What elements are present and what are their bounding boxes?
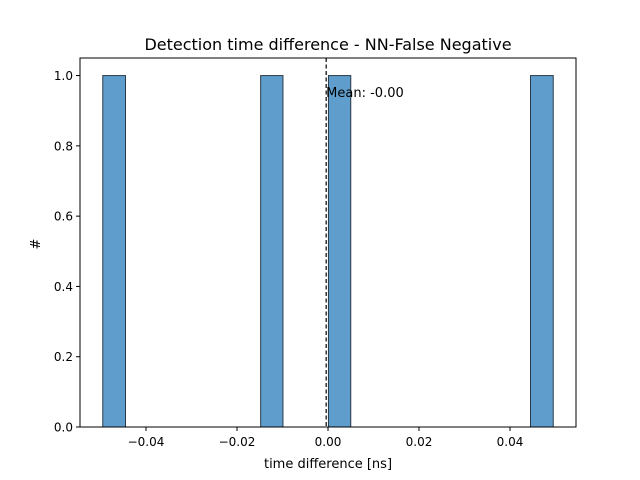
x-tick-label: 0.00	[315, 435, 342, 449]
histogram-bar	[529, 75, 554, 428]
x-axis: −0.04 −0.02 0.00 0.02 0.04	[128, 427, 524, 449]
chart-title: Detection time difference - NN-False Neg…	[144, 35, 511, 54]
mean-annotation: Mean: -0.00	[326, 86, 404, 101]
y-tick-label: 0.2	[54, 350, 73, 364]
y-tick-label: 0.6	[54, 210, 73, 224]
x-tick-label: 0.02	[406, 435, 433, 449]
x-tick-label: 0.04	[497, 435, 524, 449]
y-tick-label: 0.8	[54, 139, 73, 153]
y-axis: 0.0 0.2 0.4 0.6 0.8 1.0	[54, 69, 80, 435]
histogram-bar	[327, 75, 352, 428]
y-tick-label: 0.0	[54, 421, 73, 435]
histogram-bar	[102, 75, 127, 428]
x-axis-label: time difference [ns]	[264, 457, 392, 472]
x-tick-label: −0.02	[219, 435, 256, 449]
y-tick-label: 1.0	[54, 69, 73, 83]
mean-marker: Mean: -0.00	[325, 58, 404, 427]
y-axis-label: #	[29, 239, 44, 250]
histogram-bars	[102, 75, 554, 428]
x-tick-label: −0.04	[128, 435, 165, 449]
histogram-bar	[260, 75, 284, 428]
y-tick-label: 0.4	[54, 280, 73, 294]
